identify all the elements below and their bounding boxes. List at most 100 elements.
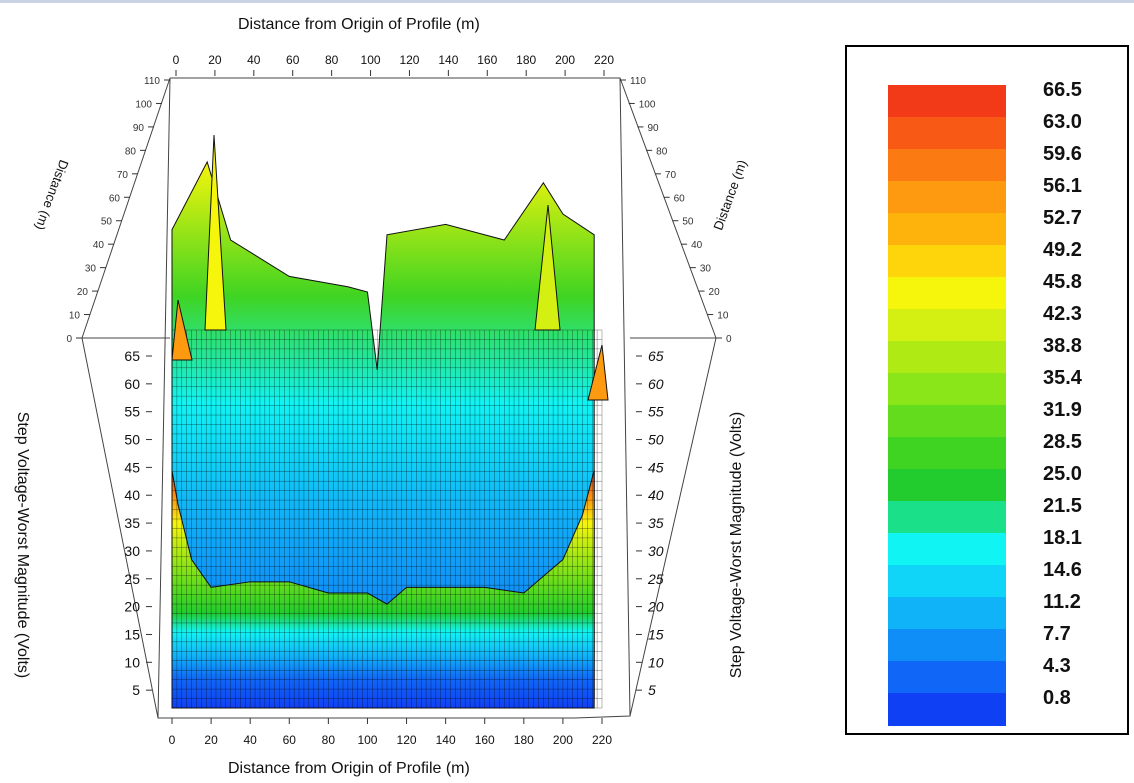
legend-label: 35.4 xyxy=(1043,367,1082,389)
left-depth-tick-label: 110 xyxy=(144,76,160,87)
legend-label: 63.0 xyxy=(1043,111,1082,133)
legend-swatch xyxy=(888,341,1006,374)
right-z-tick-label: 65 xyxy=(648,348,664,364)
top-x-tick-label: 0 xyxy=(173,53,180,67)
right-z-tick-label: 50 xyxy=(648,432,664,448)
right-z-tick-label: 10 xyxy=(648,654,664,670)
legend-label: 21.5 xyxy=(1043,495,1082,517)
bottom-x-tick-label: 120 xyxy=(397,733,417,747)
right-z-tick-label: 55 xyxy=(648,404,664,420)
right-depth-tick-label: 90 xyxy=(647,123,659,134)
legend-label: 25.0 xyxy=(1043,463,1082,485)
legend-label: 4.3 xyxy=(1043,655,1071,677)
legend-label: 14.6 xyxy=(1043,559,1082,581)
left-depth-tick-label: 100 xyxy=(135,99,152,110)
left-z-tick-label: 25 xyxy=(124,571,140,587)
legend-swatch xyxy=(888,469,1006,502)
surface-mesh xyxy=(171,134,609,709)
right-z-tick-label: 30 xyxy=(648,543,664,559)
legend-swatch xyxy=(888,533,1006,566)
box-edge xyxy=(619,77,631,717)
right-depth-tick-label: 50 xyxy=(682,217,694,228)
legend-label: 56.1 xyxy=(1043,175,1082,197)
axis-ticks: 0020204040606080801001001201201401401601… xyxy=(66,53,732,747)
top-x-tick-label: 60 xyxy=(286,53,300,67)
legend-swatch xyxy=(888,245,1006,278)
legend-swatch xyxy=(888,565,1006,598)
spike-left xyxy=(204,134,227,331)
left-z-tick-label: 65 xyxy=(124,348,140,364)
legend-swatch xyxy=(888,309,1006,342)
plot-frame xyxy=(81,77,717,719)
legend-label: 42.3 xyxy=(1043,303,1082,325)
left-depth-tick-label: 20 xyxy=(77,287,89,298)
right-depth-tick-label: 20 xyxy=(709,287,721,298)
legend-swatch xyxy=(888,181,1006,214)
top-axis-title: Distance from Origin of Profile (m) xyxy=(238,16,480,33)
bottom-x-tick-label: 60 xyxy=(283,733,297,747)
bottom-axis-title: Distance from Origin of Profile (m) xyxy=(228,760,470,777)
legend-swatch xyxy=(888,149,1006,182)
top-x-tick-label: 20 xyxy=(208,53,222,67)
bottom-x-tick-label: 40 xyxy=(244,733,258,747)
right-depth-tick-label: 0 xyxy=(726,334,732,345)
left-depth-tick-label: 90 xyxy=(133,123,145,134)
legend-swatch xyxy=(888,693,1006,726)
bottom-x-tick-label: 20 xyxy=(204,733,218,747)
left-depth-tick-label: 40 xyxy=(93,240,105,251)
box-edge xyxy=(157,77,171,719)
right-depth-tick-label: 40 xyxy=(691,240,703,251)
legend-swatch xyxy=(888,437,1006,470)
legend-label: 11.2 xyxy=(1043,591,1081,613)
right-z-tick-label: 25 xyxy=(647,571,664,587)
legend-swatch xyxy=(888,373,1006,406)
left-depth-tick-label: 30 xyxy=(85,264,97,275)
left-z-tick-label: 10 xyxy=(124,654,140,670)
bottom-x-tick-label: 220 xyxy=(592,733,612,747)
left-z-tick-label: 50 xyxy=(124,432,140,448)
legend-label: 0.8 xyxy=(1043,687,1071,709)
legend-label: 45.8 xyxy=(1043,271,1082,293)
right-depth-tick-label: 80 xyxy=(656,146,668,157)
bottom-x-tick-label: 180 xyxy=(514,733,534,747)
top-x-tick-label: 120 xyxy=(399,53,419,67)
left-depth-tick-label: 50 xyxy=(101,217,113,228)
legend-label: 31.9 xyxy=(1043,399,1082,421)
left-depth-tick-label: 70 xyxy=(117,170,129,181)
surface-plot: 0020204040606080801001001201201401401601… xyxy=(66,53,732,747)
right-z-tick-label: 5 xyxy=(648,682,656,698)
legend-label: 18.1 xyxy=(1043,527,1082,549)
left-z-tick-label: 45 xyxy=(124,459,140,475)
legend-swatch xyxy=(888,661,1006,694)
right-depth-tick-label: 70 xyxy=(665,170,677,181)
bottom-x-tick-label: 80 xyxy=(322,733,336,747)
legend-label: 28.5 xyxy=(1043,431,1082,453)
right-z-tick-label: 60 xyxy=(648,376,664,392)
top-x-tick-label: 140 xyxy=(438,53,458,67)
legend-swatch xyxy=(888,629,1006,662)
left-z-tick-label: 40 xyxy=(124,487,140,503)
right-z-tick-label: 15 xyxy=(648,626,664,642)
legend-label: 7.7 xyxy=(1043,623,1071,645)
legend-swatch xyxy=(888,117,1006,150)
legend-label: 59.6 xyxy=(1043,143,1082,165)
top-rule xyxy=(0,0,1134,3)
legend-swatch xyxy=(888,597,1006,630)
legend-label: 66.5 xyxy=(1043,79,1082,101)
left-z-tick-label: 30 xyxy=(124,543,140,559)
legend-swatch xyxy=(888,85,1006,118)
left-z-tick-label: 35 xyxy=(124,515,140,531)
right-depth-tick-label: 110 xyxy=(630,76,646,87)
left-depth-tick-label: 60 xyxy=(109,193,121,204)
right-depth-tick-label: 60 xyxy=(674,193,686,204)
spike-left-front xyxy=(171,299,193,361)
legend-swatch xyxy=(888,501,1006,534)
legend-label: 52.7 xyxy=(1043,207,1082,229)
top-x-tick-label: 100 xyxy=(361,53,381,67)
left-z-tick-label: 15 xyxy=(124,626,140,642)
box-outline xyxy=(81,77,717,719)
left-depth-tick-label: 80 xyxy=(125,146,137,157)
right-depth-tick-label: 100 xyxy=(639,99,656,110)
legend-label: 38.8 xyxy=(1043,335,1082,357)
bottom-x-tick-label: 160 xyxy=(475,733,495,747)
